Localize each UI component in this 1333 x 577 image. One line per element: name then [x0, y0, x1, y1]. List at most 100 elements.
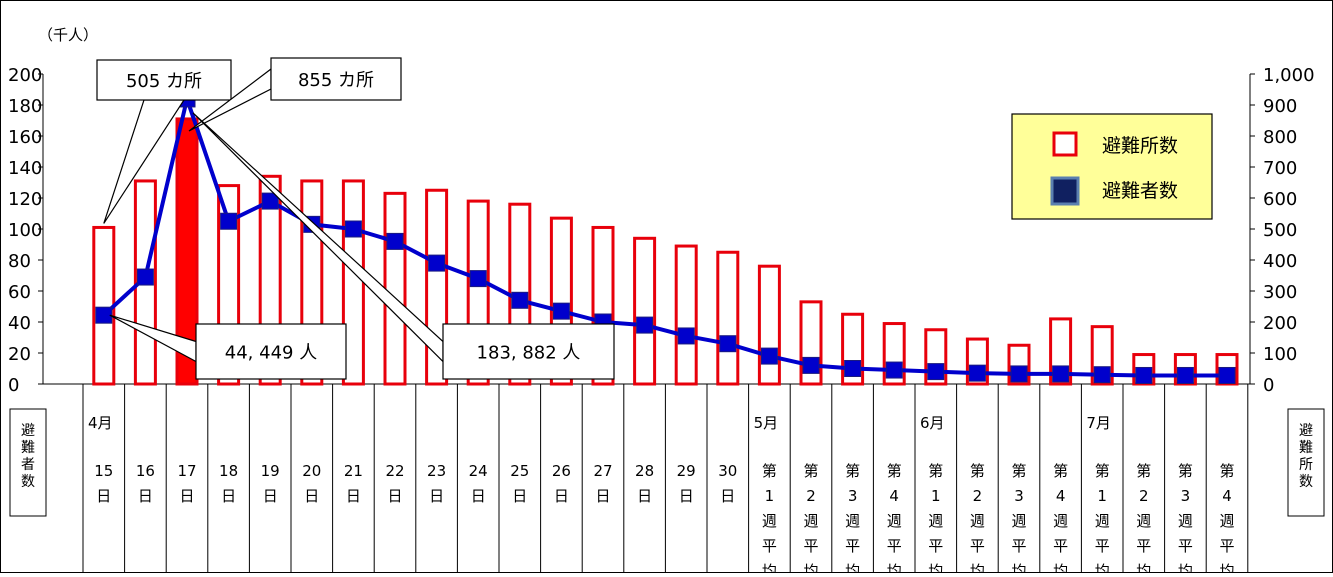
category-label: 日: [637, 487, 652, 505]
category-label: 22: [385, 462, 404, 480]
y-right-tick-label: 200: [1263, 313, 1297, 334]
category-label: 平: [1219, 537, 1234, 555]
category-label: 日: [346, 487, 361, 505]
point-evacuees: [677, 327, 695, 345]
y-right-tick-label: 800: [1263, 127, 1297, 148]
category-label: 平: [970, 537, 985, 555]
category-label: 週: [970, 512, 985, 530]
category-label: 20: [302, 462, 321, 480]
point-evacuees: [885, 361, 903, 379]
category-label: 29: [677, 462, 696, 480]
callout-505-sites: 505 カ所: [126, 71, 202, 92]
y-left-tick-label: 140: [8, 158, 42, 179]
category-label: 均: [803, 562, 818, 573]
y-left-axis-title-box: [9, 408, 47, 517]
category-label: 1: [931, 487, 941, 505]
category-label: 均: [1095, 562, 1110, 573]
month-label: 4月: [88, 414, 113, 432]
category-label: 週: [887, 512, 902, 530]
category-label: 日: [263, 487, 278, 505]
point-evacuees: [428, 254, 446, 272]
category-label: 15: [94, 462, 113, 480]
category-label: 均: [928, 562, 943, 573]
category-label: 26: [552, 462, 571, 480]
category-label: 16: [136, 462, 155, 480]
category-label: 第: [1219, 462, 1234, 480]
category-label: 週: [928, 512, 943, 530]
category-label: 日: [512, 487, 527, 505]
y-left-axis-title: 難: [21, 440, 35, 456]
category-label: 平: [762, 537, 777, 555]
point-evacuees: [927, 363, 945, 381]
category-label: 4: [1222, 487, 1232, 505]
category-label: 25: [510, 462, 529, 480]
callout-44449-people-box: [195, 323, 347, 380]
y-left-axis-title: 避: [21, 423, 35, 439]
point-evacuees: [1093, 366, 1111, 384]
point-evacuees: [95, 306, 113, 324]
y-right-axis-title: 所: [1299, 457, 1313, 473]
month-label: 6月: [920, 414, 945, 432]
category-label: 第: [845, 462, 860, 480]
category-label: 週: [1053, 512, 1068, 530]
bar-evacuation-sites: [175, 117, 199, 386]
category-label: 均: [1219, 562, 1234, 573]
y-right-axis-title-box: [1287, 408, 1325, 517]
category-label: 第: [762, 462, 777, 480]
category-label: 日: [554, 487, 569, 505]
point-evacuees: [511, 291, 529, 309]
category-label: 17: [177, 462, 196, 480]
y-left-tick-label: 60: [8, 282, 31, 303]
y-left-axis-title: 者: [21, 457, 35, 473]
y-right-tick-label: 0: [1263, 375, 1274, 396]
category-label: 週: [1095, 512, 1110, 530]
point-evacuees: [719, 335, 737, 353]
month-label: 7月: [1086, 414, 1111, 432]
callout-183882-people: 183, 882 人: [477, 343, 581, 364]
point-evacuees: [136, 268, 154, 286]
category-label: 平: [1011, 537, 1026, 555]
category-label: 3: [848, 487, 858, 505]
category-label: 平: [1178, 537, 1193, 555]
category-label: 28: [635, 462, 654, 480]
category-label: 週: [1178, 512, 1193, 530]
y-right-tick-label: 100: [1263, 344, 1297, 365]
category-label: 均: [970, 562, 985, 573]
category-label: 均: [887, 562, 902, 573]
category-label: 日: [96, 487, 111, 505]
y-right-tick-label: 400: [1263, 251, 1297, 272]
point-evacuees: [1176, 366, 1194, 384]
callout-44449-people: 44, 449 人: [225, 343, 317, 364]
point-evacuees: [1218, 366, 1236, 384]
category-label: 日: [720, 487, 735, 505]
callout-183882-people-box: [442, 323, 615, 380]
category-label: 2: [1139, 487, 1149, 505]
category-label: 平: [1053, 537, 1068, 555]
bar-evacuation-sites: [92, 225, 116, 386]
category-label: 平: [845, 537, 860, 555]
category-label: 日: [595, 487, 610, 505]
category-label: 1: [1097, 487, 1107, 505]
point-evacuees: [760, 347, 778, 365]
category-label: 平: [928, 537, 943, 555]
category-label: 3: [1014, 487, 1024, 505]
category-label: 2: [806, 487, 816, 505]
category-label: 21: [344, 462, 363, 480]
y-right-tick-label: 1,000: [1263, 65, 1315, 86]
point-evacuees: [1010, 365, 1028, 383]
category-label: 日: [138, 487, 153, 505]
y-left-unit: （千人）: [38, 26, 98, 44]
callout-855-sites-box: [270, 57, 402, 101]
line-evacuees: [102, 96, 1227, 378]
category-label: 週: [762, 512, 777, 530]
y-left-tick-label: 180: [8, 96, 42, 117]
category-label: 均: [1136, 562, 1151, 573]
category-label: 日: [471, 487, 486, 505]
y-right-axis-title: 難: [1299, 440, 1313, 456]
bar-evacuation-sites: [757, 264, 781, 386]
legend-label-evacuees: 避難者数: [1102, 180, 1178, 202]
category-label: 第: [970, 462, 985, 480]
category-label: 週: [1219, 512, 1234, 530]
category-label: 均: [1178, 562, 1193, 573]
